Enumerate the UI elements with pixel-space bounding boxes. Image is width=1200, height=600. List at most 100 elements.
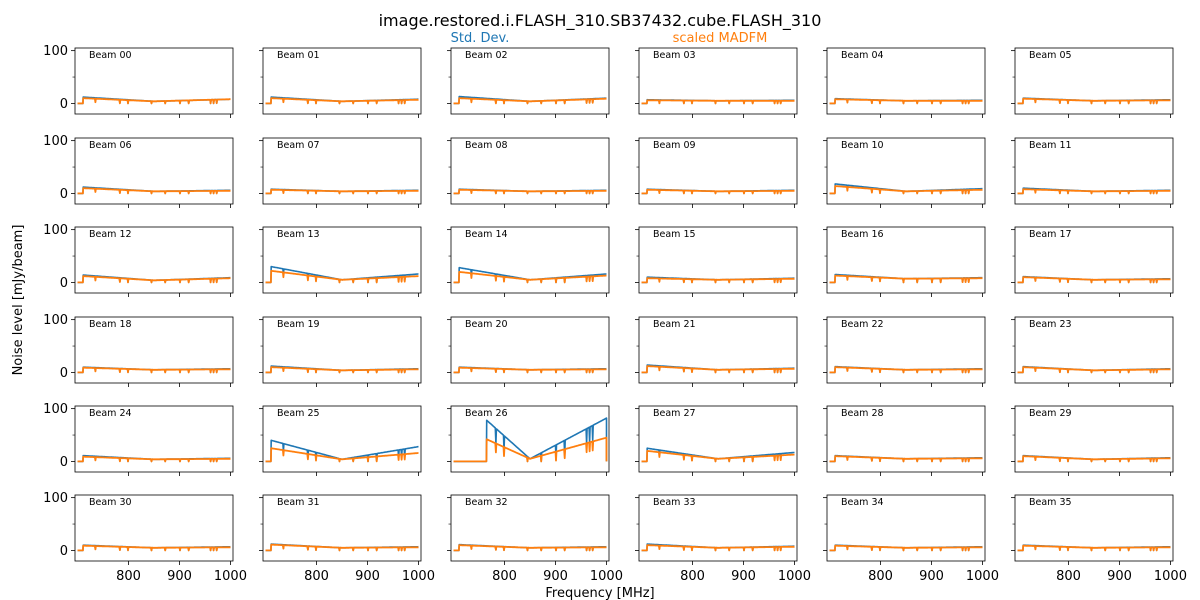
beam-panel: Beam 23 (1011, 316, 1174, 387)
madfm-line (77, 366, 231, 374)
panel-frame (1014, 47, 1174, 115)
beam-panel: Beam 21 (635, 316, 798, 387)
panel-frame (826, 494, 986, 562)
madfm-line (77, 455, 231, 463)
panel-frame (826, 226, 986, 294)
panel-frame (450, 226, 610, 294)
panel-frame (638, 226, 798, 294)
beam-label: Beam 18 (89, 319, 132, 330)
madfm-line (265, 97, 419, 105)
beam-panel: Beam 22 (823, 316, 986, 387)
panel-frame (262, 226, 422, 294)
panel-frame (262, 316, 422, 384)
x-tick-label: 1000 (590, 569, 623, 584)
x-tick-label: 1000 (214, 569, 247, 584)
beam-panel: Beam 14 (447, 226, 610, 297)
x-tick-label: 800 (304, 569, 329, 584)
madfm-line (453, 436, 608, 463)
beam-label: Beam 04 (841, 50, 884, 61)
madfm-line (1017, 455, 1171, 463)
x-tick-label: 900 (1107, 569, 1132, 584)
panel-frame (638, 137, 798, 205)
madfm-line (453, 271, 607, 284)
panel-frame (638, 316, 798, 384)
x-axis-label: Frequency [MHz] (545, 586, 654, 600)
panel-frame (638, 405, 798, 473)
madfm-line (829, 366, 983, 374)
madfm-line (1017, 188, 1171, 195)
beam-panel: Beam 13 (259, 226, 422, 297)
madfm-line (453, 97, 607, 105)
x-tick-label: 900 (167, 569, 192, 584)
beam-label: Beam 30 (89, 497, 132, 508)
panel-frame (262, 405, 422, 473)
madfm-line (641, 365, 795, 374)
y-tick-label: 0 (60, 187, 68, 202)
y-tick-label: 100 (43, 313, 68, 328)
beam-label: Beam 00 (89, 50, 132, 61)
madfm-line (77, 544, 231, 552)
x-tick-label: 900 (731, 569, 756, 584)
beam-panel: Beam 26 (447, 405, 610, 476)
beam-label: Beam 15 (653, 229, 696, 240)
beam-label: Beam 25 (277, 408, 320, 419)
panel-frame (450, 137, 610, 205)
madfm-line (829, 455, 983, 463)
madfm-line (265, 447, 419, 463)
x-tick-label: 800 (116, 569, 141, 584)
beam-panel: Beam 08 (447, 137, 610, 208)
x-tick-label: 900 (919, 569, 944, 584)
madfm-line (453, 188, 607, 195)
panel-frame (450, 47, 610, 115)
beam-panel: Beam 03 (635, 47, 798, 118)
madfm-line (1017, 276, 1171, 284)
beam-panel: Beam 17 (1011, 226, 1174, 297)
beam-panel: 0 100 Beam 18 (43, 313, 234, 387)
madfm-line (453, 366, 607, 374)
madfm-line (265, 366, 419, 374)
panel-frame (74, 226, 234, 294)
panel-frame (262, 137, 422, 205)
y-tick-label: 0 (60, 97, 68, 112)
y-tick-label: 0 (60, 366, 68, 381)
panel-frame (450, 316, 610, 384)
beam-label: Beam 33 (653, 497, 696, 508)
x-tick-label: 1000 (966, 569, 999, 584)
panel-frame (74, 405, 234, 473)
madfm-line (641, 544, 795, 552)
y-tick-label: 100 (43, 44, 68, 59)
beam-panel: 0 100 800 900 1000 Beam 30 (43, 491, 247, 584)
beam-label: Beam 12 (89, 229, 132, 240)
figure-title: image.restored.i.FLASH_310.SB37432.cube.… (379, 11, 822, 31)
panel-frame (826, 47, 986, 115)
beam-label: Beam 31 (277, 497, 320, 508)
beam-label: Beam 17 (1029, 229, 1072, 240)
beam-label: Beam 35 (1029, 497, 1072, 508)
std-dev-line (453, 417, 608, 463)
panel-frame (1014, 226, 1174, 294)
beam-label: Beam 08 (465, 140, 508, 151)
y-tick-label: 0 (60, 276, 68, 291)
beam-panel: Beam 28 (823, 405, 986, 476)
beam-panel: Beam 01 (259, 47, 422, 118)
beam-label: Beam 06 (89, 140, 132, 151)
panel-frame (638, 47, 798, 115)
x-tick-label: 800 (868, 569, 893, 584)
beam-panel: Beam 29 (1011, 405, 1174, 476)
y-tick-label: 100 (43, 223, 68, 238)
beam-label: Beam 07 (277, 140, 320, 151)
beam-label: Beam 10 (841, 140, 884, 151)
x-tick-label: 1000 (1154, 569, 1187, 584)
y-tick-label: 100 (43, 134, 68, 149)
madfm-line (829, 544, 983, 552)
madfm-line (641, 450, 795, 463)
beam-label: Beam 03 (653, 50, 696, 61)
madfm-line (641, 188, 795, 195)
panel-frame (826, 137, 986, 205)
beam-panel: 0 100 Beam 00 (43, 44, 234, 118)
beam-label: Beam 29 (1029, 408, 1072, 419)
beam-label: Beam 28 (841, 408, 884, 419)
beam-panel: Beam 16 (823, 226, 986, 297)
madfm-line (1017, 97, 1171, 105)
beam-panel: Beam 07 (259, 137, 422, 208)
